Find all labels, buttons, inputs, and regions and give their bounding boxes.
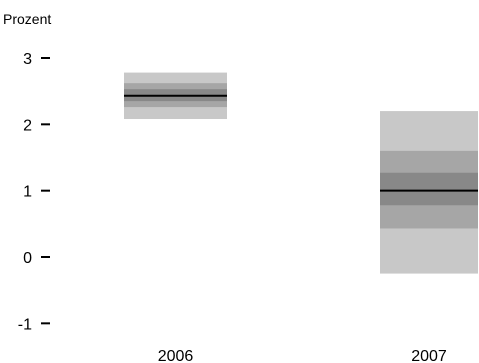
fan-band-2007-3 [380, 173, 478, 206]
x-tick-label: 2007 [411, 348, 447, 363]
y-tick-label: 1 [23, 184, 32, 201]
y-tick-label: 0 [23, 250, 32, 267]
x-tick-label: 2006 [158, 348, 194, 363]
bands-layer [124, 73, 478, 274]
y-axis: 3 2 1 0 -1 [18, 51, 50, 333]
x-axis: 2006 2007 [158, 348, 447, 363]
y-unit-label: Prozent [3, 11, 51, 27]
y-tick-label: 3 [23, 51, 32, 68]
y-tick-label: 2 [23, 117, 32, 134]
y-tick-label: -1 [18, 316, 32, 333]
